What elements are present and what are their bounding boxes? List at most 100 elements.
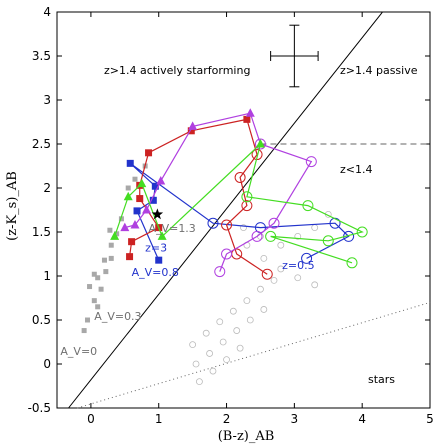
- gray-square-point: [103, 269, 109, 275]
- series-lowz-circle-point: [261, 268, 273, 280]
- x-tick-label: 3: [291, 412, 299, 426]
- gray-square-point: [85, 317, 91, 323]
- series-highz-triangle-point: [188, 121, 198, 130]
- gray-circle-point: [192, 360, 200, 368]
- x-tick-label: 2: [223, 412, 231, 426]
- gray-circle-point: [260, 306, 268, 313]
- series-lowz-circle-point: [268, 217, 280, 229]
- series-lowz-circle-point: [322, 235, 334, 247]
- y-tick-label: 1: [43, 269, 51, 283]
- region-label-low-z: z<1.4: [340, 163, 372, 176]
- annotations: A_V=0 A_V=0.3 A_V=0.8 z=3 A_V=1.3 z=0.5: [60, 222, 314, 358]
- y-tick-label: 2.5: [32, 137, 51, 151]
- annotation-label: A_V=0.3: [94, 310, 141, 323]
- gray-square-point: [125, 185, 131, 191]
- gray-square-point: [87, 284, 93, 290]
- region-label-passive: z>1.4 passive: [340, 64, 418, 77]
- series-lowz-circle-point: [214, 266, 226, 278]
- series-highz-triangle-point: [157, 231, 167, 240]
- series-lowz-circle-point: [305, 156, 317, 168]
- x-tick-label: 0: [87, 412, 95, 426]
- x-tick-label: 1: [155, 412, 163, 426]
- gray-circle-point: [277, 265, 285, 273]
- gray-circle-point: [202, 329, 210, 337]
- stellar-locus-dotted-line: [77, 301, 431, 409]
- series-highz-triangle-point: [110, 231, 120, 240]
- series-track-line: [114, 142, 364, 264]
- diagonal-boundary-line: [68, 11, 383, 409]
- annotation-label: z=3: [145, 241, 167, 254]
- gray-circle-point: [209, 367, 217, 375]
- y-tick-label: 2: [43, 181, 51, 195]
- gray-square-point: [108, 255, 114, 261]
- gray-circle-point: [189, 341, 197, 349]
- region-label-star-forming: z>1.4 actively starforming: [104, 64, 250, 77]
- gray-square-point: [91, 298, 97, 304]
- series-highz-triangle-point: [142, 205, 152, 214]
- series-highz-square-point: [136, 195, 144, 203]
- gray-circle-point: [229, 307, 237, 315]
- series-lowz-circle-point: [234, 171, 246, 183]
- gray-square-point: [81, 328, 87, 334]
- series-highz-square-point: [155, 256, 163, 264]
- gray-circle-point: [206, 350, 213, 357]
- gray-square-point: [132, 176, 138, 182]
- gray-circle-point: [240, 224, 247, 232]
- series-lowz-circle-point: [241, 200, 253, 212]
- gray-circle-point: [311, 224, 319, 232]
- series-highz-triangle-point: [123, 191, 133, 201]
- series-lowz-circle-point: [265, 230, 277, 242]
- y-tick-label: 3.5: [32, 49, 51, 63]
- gray-circle-point: [219, 338, 227, 346]
- annotation-label: A_V=0: [60, 345, 97, 358]
- gray-square-point: [114, 231, 120, 237]
- gray-circle-point: [257, 285, 264, 293]
- gray-circle-point: [270, 276, 278, 284]
- series-lowz-circle-point: [241, 191, 253, 203]
- series-highz-triangle-point: [245, 108, 255, 117]
- series-highz-square-point: [126, 253, 134, 261]
- gray-circle-point: [223, 356, 230, 364]
- gray-circle-point: [216, 318, 224, 326]
- background-tracks: [81, 163, 332, 386]
- series-highz-square-point: [151, 182, 159, 190]
- region-label-stars: stars: [368, 373, 395, 386]
- gray-circle-point: [196, 378, 203, 386]
- series-lowz-circle-point: [301, 252, 313, 264]
- y-axis-label: (z-K_s)_AB: [5, 171, 20, 241]
- gray-circle-point: [246, 316, 254, 324]
- gray-circle-point: [294, 232, 302, 240]
- series-lowz-circle-point: [346, 257, 358, 269]
- gray-circle-point: [294, 274, 302, 282]
- gray-square-point: [101, 257, 107, 263]
- y-tick-label: 1.5: [32, 225, 51, 239]
- annotation-label: A_V=0.8: [132, 266, 179, 279]
- annotation-label: A_V=1.3: [149, 222, 196, 235]
- series-lowz-circle-point: [251, 230, 263, 242]
- gray-circle-point: [311, 281, 319, 289]
- y-tick-label: 0: [43, 357, 51, 371]
- series-highz-square-point: [133, 207, 141, 215]
- series-highz-triangle-point: [130, 219, 140, 229]
- series-lowz-circle-point: [221, 219, 233, 231]
- series-lowz-circle-point: [207, 217, 219, 229]
- gray-circle-point: [260, 254, 268, 262]
- gray-circle-point: [233, 327, 241, 334]
- series-highz-triangle-point: [255, 139, 265, 148]
- x-axis-label: (B-z)_AB: [218, 429, 275, 444]
- plot-frame: [56, 11, 431, 409]
- series-highz-triangle-point: [120, 222, 130, 232]
- region-boundaries: [68, 11, 431, 409]
- series-lowz-circle-point: [356, 226, 368, 238]
- series-lowz-circle-point: [221, 248, 233, 260]
- axes: 0 1 2 3 4 5 -0.5 0 0.5 1 1.5 2 2.5 3 3.5 4: [28, 5, 434, 426]
- gray-square-point: [95, 275, 101, 281]
- gray-circle-point: [243, 297, 251, 305]
- y-tick-label: -0.5: [28, 401, 51, 415]
- series-highz-square-point: [126, 159, 134, 167]
- series-highz-square-point: [243, 115, 251, 123]
- gray-square-point: [91, 271, 97, 277]
- series-highz-square-point: [128, 238, 136, 246]
- annotation-label: z=0.5: [282, 259, 314, 272]
